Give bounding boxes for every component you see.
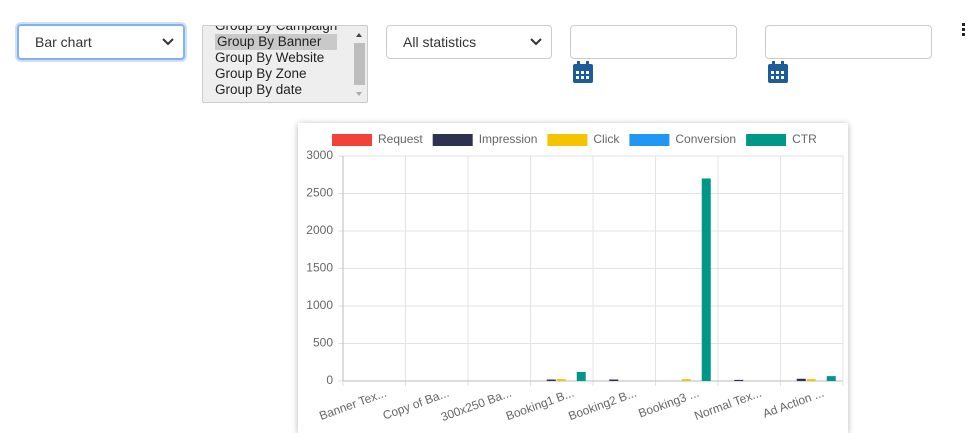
statistics-select[interactable]: All statistics [386,25,552,59]
x-tick-label: Normal Tex... [692,386,763,423]
bar [701,178,711,381]
x-tick-label: Ad Action ... [761,386,826,421]
legend-label: Request [378,132,423,146]
x-tick-label: Booking2 B... [566,386,638,424]
y-tick-label: 2000 [306,223,333,237]
bar [576,372,586,381]
bar [734,379,744,381]
x-tick-label: Banner Tex... [317,386,388,423]
option[interactable]: Group By Campaign [215,25,338,33]
legend-swatch [629,134,670,146]
bar [826,376,836,381]
bar [796,378,806,381]
bar [681,379,691,381]
arrow [530,38,542,46]
x-tick-label: Booking1 B... [504,386,576,424]
arrow [162,38,174,46]
legend-swatch [547,134,588,146]
option[interactable]: Group By Website [215,50,325,65]
y-tick-label: 500 [313,336,333,350]
legend-label: Conversion [675,132,736,146]
y-tick-label: 3000 [306,148,333,162]
y-tick-label: 1000 [306,298,333,312]
legend-swatch [432,134,473,146]
option[interactable]: Group By Zone [215,66,307,81]
chart-type-select[interactable]: Bar chart [17,24,185,60]
x-tick-label: Booking3 ... [637,386,701,421]
legend-label: Click [593,132,620,146]
legend-label: Impression [479,132,538,146]
option[interactable]: Group By Banner [215,34,337,50]
y-tick-label: 0 [326,373,333,387]
bar [609,379,619,381]
bar [806,379,816,381]
x-tick-label: 300x250 Ba... [439,386,513,424]
legend-label: CTR [792,132,817,146]
calendar-icon[interactable] [572,60,594,84]
select-text: Bar chart [35,34,92,50]
legend-swatch [332,134,372,146]
y-tick-label: 2500 [306,186,333,200]
menu-icon[interactable] [961,22,967,38]
bar [556,379,566,381]
legend-swatch [746,134,787,146]
group-by-listbox[interactable]: Group By Campaign Group By Banner Group … [202,25,368,103]
option[interactable]: Group By date [215,82,303,97]
end-date-input[interactable] [765,25,932,59]
calendar-icon[interactable] [767,60,789,84]
bar [546,379,556,381]
start-date-input[interactable] [570,25,737,59]
y-tick-label: 1500 [306,261,333,275]
select-text: All statistics [403,34,477,50]
scrollbar[interactable] [352,27,366,101]
